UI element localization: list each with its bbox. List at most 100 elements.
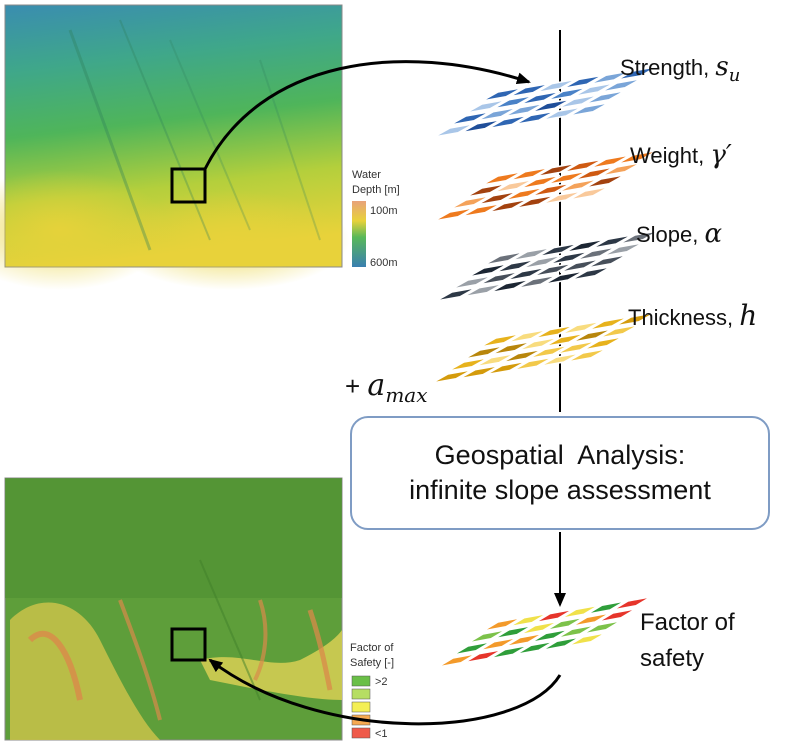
slope-grid-cell xyxy=(532,262,574,278)
weight-grid-cell xyxy=(568,186,610,201)
strength-grid-cell xyxy=(600,78,642,93)
thickness-grid-cell xyxy=(517,336,559,352)
strength-grid-cell xyxy=(503,102,545,118)
factor-of-safety-grid-cell xyxy=(482,617,522,632)
weight-grid-cell xyxy=(584,174,626,189)
thickness-grid-cell xyxy=(479,333,521,348)
slope-grid-cell xyxy=(570,266,612,281)
output-label-line1: Factor of xyxy=(640,609,735,636)
strength-grid-cell xyxy=(541,106,583,121)
weight-grid-cell xyxy=(546,170,588,186)
map-selection-box-top xyxy=(170,167,207,204)
slope-grid-cell xyxy=(564,238,606,254)
thickness-grid-cell xyxy=(431,369,473,384)
factor-of-safety-grid-cell xyxy=(467,629,507,644)
analysis-subtitle: infinite slope assessment xyxy=(409,475,711,505)
fos-legend-title-1: Factor of xyxy=(350,642,394,654)
slope-grid-cell xyxy=(602,242,644,257)
weight-grid-cell xyxy=(530,182,572,198)
strength-grid-cell xyxy=(519,90,561,106)
strength-grid-cell xyxy=(535,78,577,94)
factor-of-safety-grid xyxy=(437,596,652,668)
thickness-grid-cell xyxy=(490,340,532,356)
weight-grid-cell xyxy=(465,183,507,198)
thickness-grid-cell xyxy=(458,364,500,380)
factor-of-safety-grid-cell xyxy=(560,604,600,620)
label-thickness: Thickness, h xyxy=(628,299,757,332)
strength-grid-cell xyxy=(589,70,631,85)
slope-grid-cell xyxy=(548,250,590,266)
thickness-grid-cell xyxy=(528,344,570,360)
thickness-grid-cell xyxy=(463,345,505,360)
strength-grid-cell xyxy=(508,82,550,98)
slope-grid-cell xyxy=(575,246,617,261)
slope-grid-cell xyxy=(478,270,520,286)
fos-legend-title-2: Safety [-] xyxy=(350,657,394,669)
depth-legend-title-2: Depth [m] xyxy=(352,184,400,196)
geospatial-analysis-box: Geospatial Analysis: infinite slope asse… xyxy=(350,416,770,530)
factor-of-safety-grid-cell xyxy=(463,648,503,664)
weight-grid-cell xyxy=(476,190,518,206)
fos-legend-swatch xyxy=(351,727,371,739)
weight-grid-cell xyxy=(519,174,561,190)
weight-grid-cell xyxy=(492,178,534,194)
factor-of-safety-grid-cell xyxy=(582,620,622,635)
strength-grid-cell xyxy=(616,66,658,81)
thickness-grid-cell xyxy=(614,312,656,327)
slope-grid-cell xyxy=(543,270,585,285)
strength-grid-cell xyxy=(584,90,626,105)
layer-labels: Strength, su Weight, γ′ Slope, α Thickne… xyxy=(620,52,757,332)
depth-legend-max: 100m xyxy=(370,205,398,217)
weight-grid-cell xyxy=(508,166,550,182)
strength-grid-cell xyxy=(514,110,556,126)
slope-grid-cell xyxy=(467,263,509,278)
weight-grid-cell xyxy=(449,195,491,210)
fos-legend-label: >2 xyxy=(375,676,388,688)
factor-of-safety-grid-cell xyxy=(597,608,637,623)
factor-of-safety-grid-cell xyxy=(530,628,570,644)
thickness-grid-cell xyxy=(560,320,602,336)
output-label-line2: safety xyxy=(640,645,704,672)
slope-grid-cell xyxy=(462,282,504,298)
weight-grid-cell xyxy=(535,162,577,178)
factor-of-safety-grid-cell xyxy=(508,612,548,628)
slope-grid-cell xyxy=(451,275,493,290)
thickness-grid-cell xyxy=(501,348,543,364)
slope-grid-cell xyxy=(537,242,579,258)
weight-grid-cell xyxy=(562,158,604,174)
strength-grid-cell xyxy=(530,98,572,114)
weight-grid-cell xyxy=(600,162,642,177)
strength-grid-cell xyxy=(433,123,475,138)
thickness-grid-cell xyxy=(571,328,613,343)
factor-of-safety-grid-cell xyxy=(493,624,533,640)
slope-grid-cell xyxy=(505,266,547,282)
slope-grid-cell xyxy=(510,246,552,262)
thickness-grid-cell xyxy=(566,348,608,363)
thickness-grid-cell xyxy=(544,332,586,348)
arrow-output-to-map xyxy=(208,658,562,726)
factor-of-safety-grid-cell xyxy=(556,624,596,639)
factor-of-safety-grid-cell xyxy=(586,600,626,615)
thickness-grid-cell xyxy=(506,328,548,344)
strength-grid-cell xyxy=(481,87,523,102)
factor-of-safety-grid-cell xyxy=(504,632,544,648)
factor-of-safety-legend: Factor of Safety [-] >2 <1 xyxy=(350,642,394,740)
label-strength: Strength, su xyxy=(620,52,740,86)
fos-legend-swatch xyxy=(351,688,371,700)
map-selection-box-bottom xyxy=(170,627,207,662)
fos-legend-swatch xyxy=(351,675,371,687)
thickness-grid xyxy=(431,312,656,384)
thickness-grid-cell xyxy=(533,324,575,340)
strength-grid-cell xyxy=(465,99,507,114)
strength-grid-cell xyxy=(546,86,588,102)
factor-of-safety-grid-cell xyxy=(612,596,652,611)
factor-of-safety-grid-cell xyxy=(478,636,518,652)
strength-grid-cell xyxy=(449,111,491,126)
label-slope: Slope, α xyxy=(636,219,723,249)
fos-legend-label: <1 xyxy=(375,728,388,740)
weight-grid xyxy=(433,150,658,222)
slope-grid-cell xyxy=(521,254,563,270)
depth-legend-colorbar xyxy=(352,201,366,267)
depth-legend-title-1: Water xyxy=(352,169,381,181)
